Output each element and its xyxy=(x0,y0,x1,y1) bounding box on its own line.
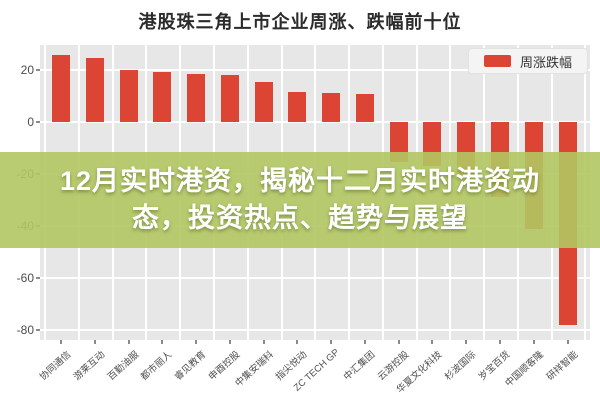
x-tick-label: 中汇集团 xyxy=(341,349,378,383)
bar xyxy=(187,73,206,122)
x-tick-mark xyxy=(60,340,62,344)
bar xyxy=(153,71,172,122)
x-tick-mark xyxy=(566,340,569,344)
x-tick-label: 研祥智能 xyxy=(544,349,580,383)
bar xyxy=(119,70,138,122)
x-tick-label: 游莱互动 xyxy=(71,349,108,383)
x-tick-mark xyxy=(195,340,198,344)
chart-title: 港股珠三角上市企业周涨、跌幅前十位 xyxy=(138,12,462,32)
x-tick-mark xyxy=(161,340,164,344)
chart-legend: 周涨跌幅 xyxy=(468,48,588,74)
x-tick-mark xyxy=(262,340,265,344)
x-tick-mark xyxy=(499,340,501,344)
x-tick-label: 百勤油服 xyxy=(105,349,141,383)
x-tick-mark xyxy=(397,340,400,344)
x-tick-label: 协同通信 xyxy=(37,349,74,383)
watermark-banner: 12月实时港资，揭秘十二月实时港资动 态，投资热点、趋势与展望 xyxy=(0,152,600,248)
x-tick-label: 指尖悦动 xyxy=(274,349,310,383)
x-tick-label: 岁宝百货 xyxy=(476,349,513,383)
x-tick-mark xyxy=(431,340,434,344)
bar xyxy=(288,92,307,122)
x-tick-label: 都市丽人 xyxy=(139,349,175,383)
x-tick-label: 华夏文化科技 xyxy=(395,349,445,396)
x-tick-mark xyxy=(228,340,231,344)
x-tick-label: 中国顺客隆 xyxy=(503,349,547,390)
bar xyxy=(322,92,341,122)
x-tick-mark xyxy=(93,340,96,344)
bar xyxy=(254,82,273,122)
legend-label: 周涨跌幅 xyxy=(519,54,572,70)
x-tick-mark xyxy=(296,340,299,344)
y-tick-label: 0 xyxy=(27,115,34,129)
y-tick-label: 20 xyxy=(20,63,34,77)
x-tick-label: 睿见教育 xyxy=(172,349,209,383)
watermark-text-line1: 12月实时港资，揭秘十二月实时港资动 xyxy=(59,166,541,196)
x-tick-mark xyxy=(532,340,535,344)
bar xyxy=(52,55,70,122)
x-tick-label: 杉波国际 xyxy=(443,349,479,383)
x-tick-label: ZC TECH GP xyxy=(291,347,342,394)
y-tick-label: -60 xyxy=(16,271,34,285)
legend-swatch-icon xyxy=(483,55,511,67)
x-tick-mark xyxy=(465,340,468,344)
watermark-text-line2: 态，投资热点、趋势与展望 xyxy=(132,203,468,233)
x-tick-label: 中集安瑞科 xyxy=(233,349,276,390)
x-tick-mark xyxy=(127,340,130,344)
x-tick-label: 云游控股 xyxy=(375,349,412,383)
x-tick-label: 申酉控股 xyxy=(206,349,243,383)
bar xyxy=(85,58,104,122)
x-tick-mark xyxy=(330,340,333,344)
x-tick-mark xyxy=(363,340,366,344)
bar xyxy=(220,74,239,122)
y-tick-label: -80 xyxy=(16,323,34,337)
bar xyxy=(355,94,374,122)
